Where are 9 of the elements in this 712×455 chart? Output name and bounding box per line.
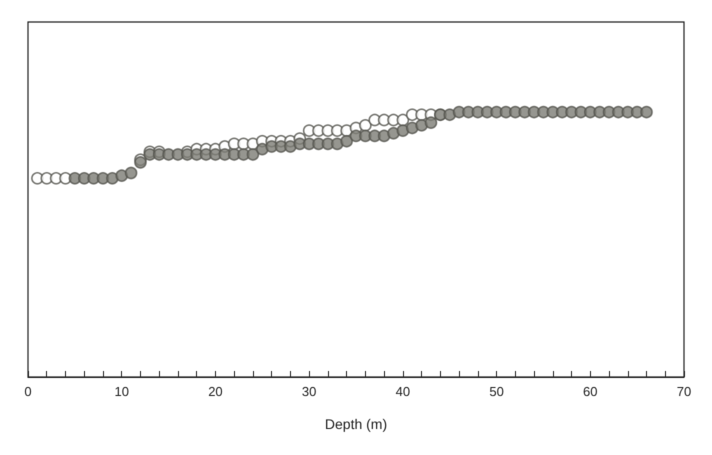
x-tick-label: 50 [489, 384, 504, 399]
x-tick-label: 0 [24, 384, 32, 399]
x-tick-label: 60 [583, 384, 598, 399]
x-tick-label: 30 [302, 384, 316, 399]
x-tick-label: 70 [676, 384, 692, 399]
x-tick-label: 10 [114, 384, 129, 399]
x-tick-label: 20 [208, 384, 223, 399]
x-axis-title: Depth (m) [324, 416, 388, 432]
x-tick-label: 40 [396, 384, 410, 399]
